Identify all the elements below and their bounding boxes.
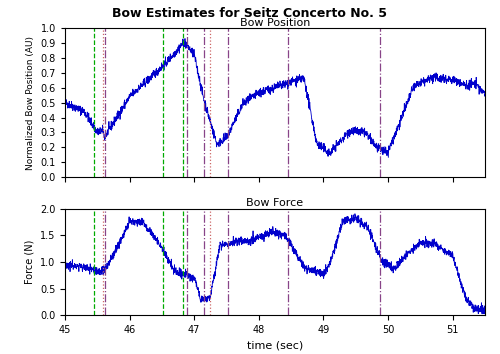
Y-axis label: Normalized Bow Position (AU): Normalized Bow Position (AU) <box>26 36 35 170</box>
Legend: Est. Off-String Attack, Est. Bow Change, Hand Labelled Attack: Est. Off-String Attack, Est. Bow Change,… <box>104 214 446 229</box>
Y-axis label: Force (N): Force (N) <box>24 240 34 284</box>
Text: Bow Estimates for Seitz Concerto No. 5: Bow Estimates for Seitz Concerto No. 5 <box>112 7 388 20</box>
X-axis label: time (sec): time (sec) <box>247 340 303 350</box>
Title: Bow Position: Bow Position <box>240 18 310 28</box>
Title: Bow Force: Bow Force <box>246 198 304 208</box>
